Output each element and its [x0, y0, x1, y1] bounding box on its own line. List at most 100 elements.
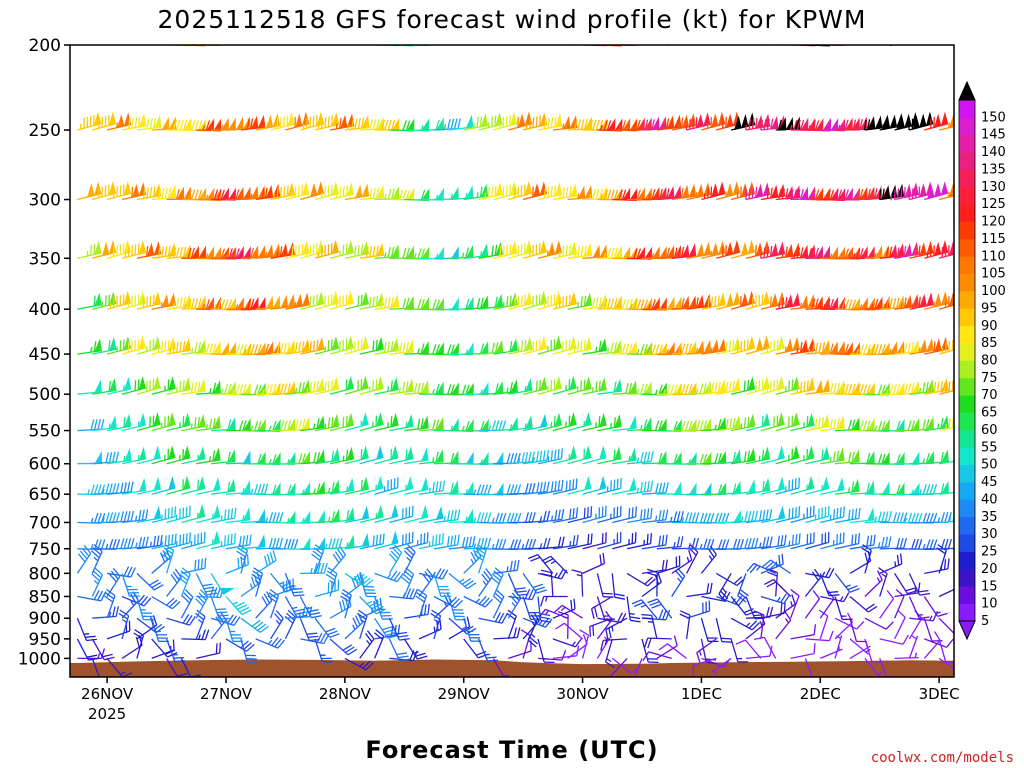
- wind-barb: [121, 375, 146, 395]
- wind-barb: [344, 115, 370, 131]
- barb-shaft: [820, 542, 844, 550]
- barb-feather: [274, 638, 282, 648]
- barb-feather: [608, 627, 612, 639]
- barb-feather: [650, 507, 653, 519]
- barb-half-feather: [699, 543, 703, 550]
- barb-half-feather: [386, 573, 392, 579]
- barb-flag: [301, 111, 310, 127]
- barb-feather: [375, 245, 379, 257]
- barb-feather: [516, 512, 522, 524]
- barb-feather: [633, 119, 638, 131]
- barb-feather: [495, 512, 500, 524]
- barb-flag: [554, 412, 563, 428]
- barb-feather: [487, 186, 491, 198]
- barb-feather: [595, 381, 598, 392]
- barb-flag: [666, 185, 675, 200]
- barb-feather: [603, 189, 609, 200]
- barb-feather: [870, 188, 875, 200]
- barb-half-feather: [577, 193, 580, 199]
- barb-flag: [815, 45, 824, 47]
- barb-feather: [86, 654, 98, 658]
- barb-feather: [287, 609, 297, 618]
- barb-feather: [588, 119, 594, 131]
- barb-half-feather: [745, 124, 748, 131]
- barb-feather: [881, 536, 885, 548]
- barb-half-feather: [859, 304, 863, 310]
- barb-feather: [812, 590, 821, 600]
- barb-feather: [157, 246, 161, 258]
- barb-shaft: [107, 572, 131, 578]
- barb-shaft: [656, 520, 681, 524]
- barb-feather: [541, 572, 552, 577]
- barb-feather: [195, 598, 204, 607]
- barb-flag: [904, 294, 913, 309]
- barb-flag: [681, 295, 690, 310]
- barb-half-feather: [359, 662, 365, 668]
- wind-barb: [760, 412, 785, 432]
- barb-feather: [848, 383, 853, 395]
- barb-flag: [720, 33, 726, 44]
- barb-feather: [179, 45, 181, 46]
- barb-feather: [796, 119, 801, 131]
- wind-barb: [448, 185, 474, 201]
- wind-barb: [849, 480, 875, 495]
- barb-shaft: [344, 622, 363, 640]
- barb-feather: [747, 450, 751, 462]
- barb-feather: [598, 416, 601, 427]
- barb-half-feather: [87, 489, 91, 495]
- barb-half-feather: [254, 579, 260, 584]
- barb-flag: [732, 239, 741, 255]
- barb-shaft: [820, 648, 843, 659]
- barb-shaft: [804, 577, 822, 597]
- barb-feather: [417, 655, 428, 660]
- barb-feather: [346, 509, 350, 521]
- barb-feather: [769, 296, 772, 307]
- barb-feather: [383, 629, 395, 634]
- barb-feather: [200, 558, 203, 570]
- wind-barb: [344, 375, 369, 395]
- barb-feather: [481, 597, 490, 606]
- barb-feather: [561, 649, 567, 661]
- barb-flag: [673, 114, 682, 129]
- wind-barb: [136, 114, 162, 131]
- barb-flag: [495, 482, 504, 496]
- barb-shaft: [92, 461, 117, 465]
- wind-barb: [716, 239, 741, 259]
- barb-half-feather: [636, 388, 640, 395]
- barb-shaft: [255, 573, 264, 597]
- barb-half-feather: [292, 606, 298, 610]
- barb-feather: [602, 592, 613, 595]
- barb-flag: [465, 114, 474, 129]
- barb-shaft: [790, 542, 814, 550]
- barb-flag: [733, 415, 741, 429]
- barb-feather: [171, 601, 181, 610]
- barb-feather: [372, 296, 375, 307]
- barb-feather: [531, 512, 536, 523]
- barb-feather: [501, 420, 507, 431]
- barb-feather: [209, 343, 214, 354]
- barb-flag: [361, 412, 369, 427]
- barb-flag: [732, 181, 741, 196]
- barb-feather: [762, 480, 765, 492]
- wind-barb: [745, 477, 771, 495]
- barb-feather: [328, 538, 333, 549]
- barb-flag: [525, 415, 533, 430]
- barb-feather: [539, 115, 541, 127]
- barb-feather: [217, 189, 222, 200]
- barb-flag: [770, 45, 772, 46]
- barb-half-feather: [636, 487, 639, 493]
- barb-half-feather: [432, 388, 435, 395]
- barb-feather: [649, 533, 653, 544]
- barb-feather: [848, 299, 853, 310]
- barb-flag: [599, 445, 607, 461]
- wind-barb: [463, 113, 489, 131]
- barb-shaft: [359, 615, 368, 640]
- barb-feather: [212, 418, 216, 429]
- barb-feather: [671, 45, 673, 46]
- barb-flag: [524, 291, 533, 306]
- barb-shaft: [389, 657, 414, 662]
- barb-flag: [108, 378, 117, 393]
- barb-feather: [778, 555, 781, 566]
- barb-flag: [391, 412, 399, 428]
- barb-feather: [643, 637, 649, 649]
